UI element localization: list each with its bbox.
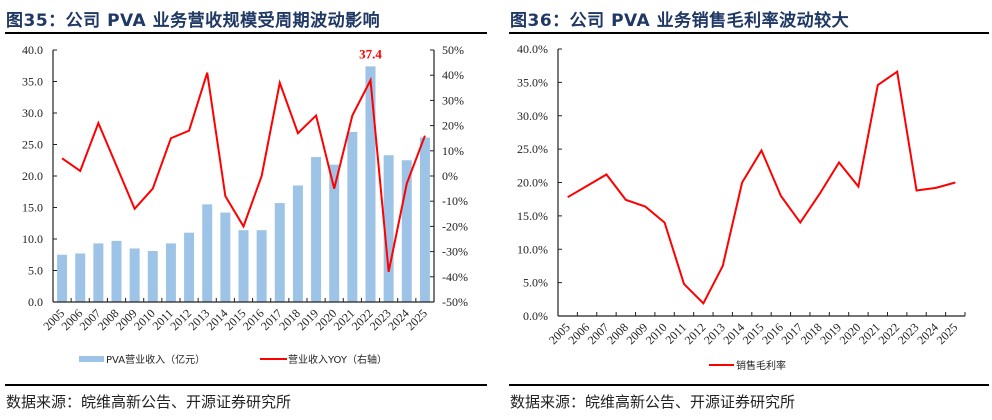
x-tick-label: 2025 [934,320,961,347]
left-y-tick-label: 30.0 [22,106,43,120]
figure-35-panel: 图35：公司 PVA 业务营收规模受周期波动影响 0.0 5.0 10.0 15.0 2… [5,11,487,411]
legend-bar-label: PVA营业收入（亿元） [106,353,205,366]
bar-2015 [238,230,249,302]
bar-2010 [147,250,158,302]
legend-bar-swatch [79,356,104,362]
left-y-tick-label: 10.0 [22,232,43,246]
legend-line-label: 销售毛利率 [736,359,786,372]
right-y-tick-label: 10% [442,144,464,158]
source-rule [5,384,487,386]
source-rule [509,384,989,386]
bar-2005 [57,254,68,302]
bar-2023 [383,155,394,302]
y-tick-label: 25.0% [517,142,548,156]
left-y-tick-label: 40.0 [22,43,43,57]
bar-2022 [365,66,376,302]
bar-2017 [274,203,285,302]
right-y-tick-label: -20% [442,219,468,233]
figure-36-source: 数据来源：皖维高新公告、开源证券研究所 [510,393,796,411]
gross-margin-chart: 0.0% 5.0% 10.0% 15.0% 20.0% 25.0% 30.0% 35.0% 40… [517,42,966,372]
right-y-tick-label: 40% [442,68,464,82]
peak-data-label: 37.4 [359,46,382,61]
right-y-tick-label: -50% [442,295,468,309]
bar-2011 [165,243,176,302]
bar-2025 [419,137,430,302]
y-tick-label: 35.0% [517,75,548,89]
bar-2016 [256,230,267,302]
y-tick-label: 40.0% [517,42,548,56]
bar-2012 [184,232,195,302]
bar-2020 [329,164,340,302]
right-y-tick-label: 20% [442,119,464,133]
left-y-tick-label: 5.0 [28,264,43,278]
left-y-tick-label: 15.0 [22,201,43,215]
revenue-chart: 0.0 5.0 10.0 15.0 20.0 25.0 30.0 35.0 40.0 -50% -4… [22,43,468,366]
bar-2008 [111,240,122,302]
bar-2009 [129,248,140,302]
title-rule [5,32,487,34]
yoy-line [61,72,426,272]
bar-2021 [347,131,358,302]
gross-margin-line [567,69,956,305]
y-tick-label: 15.0% [517,209,548,223]
left-y-tick-label: 20.0 [22,169,43,183]
y-tick-label: 10.0% [517,242,548,256]
bar-2013 [202,204,213,302]
right-y-tick-label: 0% [442,169,458,183]
left-y-tick-label: 25.0 [22,138,43,152]
figure-36-panel: 图36：公司 PVA 业务销售毛利率波动较大 0.0% 5.0% 10.0% 15.0… [496,0,992,420]
y-tick-label: 30.0% [517,109,548,123]
figure-36-title: 图36：公司 PVA 业务销售毛利率波动较大 [510,11,850,31]
legend-line-label: 营业收入YOY（右轴） [288,353,387,366]
y-tick-label: 0.0% [523,309,548,323]
bar-2018 [292,185,303,302]
y-tick-label: 20.0% [517,176,548,190]
bar-2007 [93,243,104,302]
right-y-tick-label: -40% [442,270,468,284]
left-y-tick-label: 35.0 [22,75,43,89]
right-y-tick-label: -30% [442,245,468,259]
x-tick-label: 2025 [403,306,430,333]
bar-2006 [75,253,86,302]
right-y-tick-label: 50% [442,43,464,57]
figure-35-source: 数据来源：皖维高新公告、开源证券研究所 [6,393,292,411]
left-y-tick-label: 0.0 [28,295,43,309]
bar-2024 [401,160,412,302]
right-y-tick-label: 30% [442,93,464,107]
bar-2014 [220,212,231,302]
right-y-tick-label: -10% [442,194,468,208]
y-tick-label: 5.0% [523,276,548,290]
figure-35-title: 图35：公司 PVA 业务营收规模受周期波动影响 [6,11,381,31]
bar-2019 [311,157,322,302]
title-rule [509,32,989,34]
